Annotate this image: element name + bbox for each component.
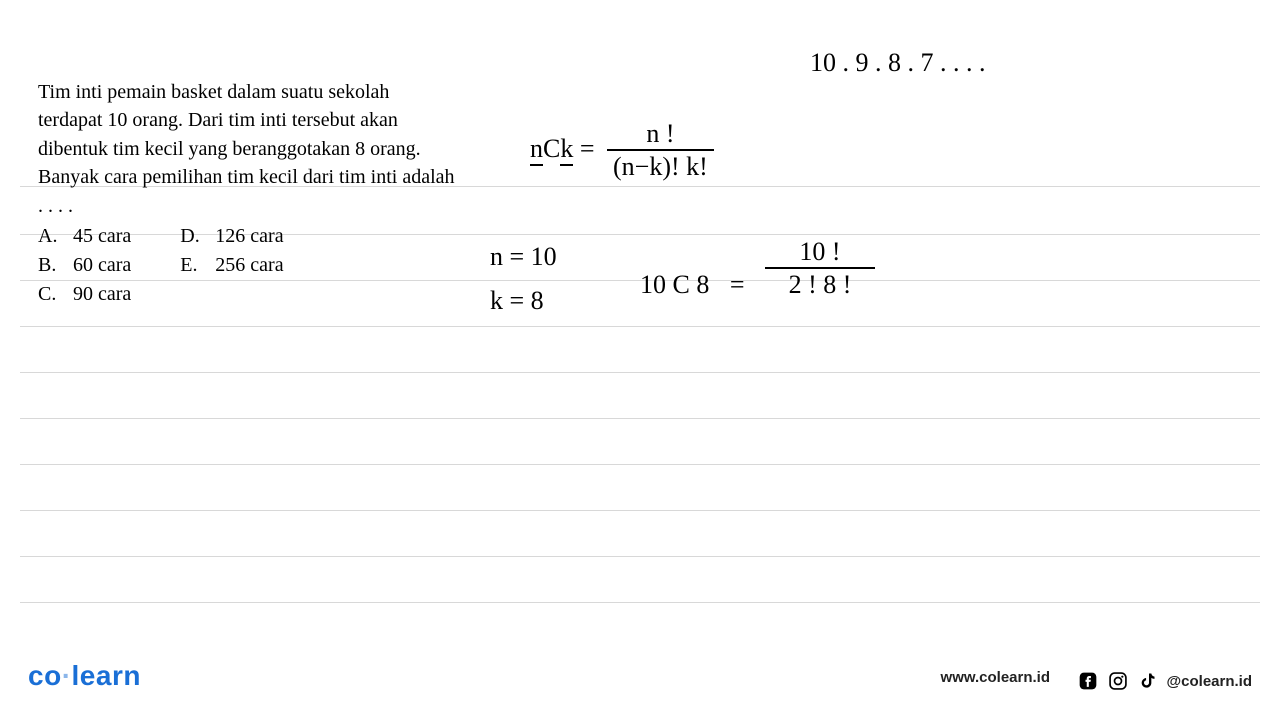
option-e: E. 256 cara [180,251,283,280]
formula-numerator: n ! [607,120,714,151]
footer-url: www.colearn.id [941,669,1050,686]
option-text: 126 cara [215,225,283,247]
calc-denominator: 2 ! 8 ! [765,269,875,300]
option-letter: C. [38,280,68,309]
option-c: C. 90 cara [38,280,131,309]
option-a: A. 45 cara [38,222,131,251]
logo-dot: · [62,660,72,691]
option-b: B. 60 cara [38,251,131,280]
facebook-icon [1077,670,1099,692]
logo-part2: learn [72,660,141,691]
options-column-1: A. 45 cara B. 60 cara C. 90 cara [38,222,131,309]
option-letter: E. [180,251,210,280]
option-d: D. 126 cara [180,222,283,251]
calc-lhs: 10 C 8 [640,270,709,299]
option-letter: D. [180,222,210,251]
calc-numerator: 10 ! [765,238,875,269]
handwriting-calculation: 10 C 8 = 10 ! 2 ! 8 ! [640,238,940,328]
calc-equals: = [730,270,745,299]
formula-denominator: (n−k)! k! [607,151,714,182]
logo-part1: co [28,660,62,691]
option-text: 90 cara [73,283,131,305]
colearn-logo: co·learn [28,660,141,692]
option-letter: A. [38,222,68,251]
question-text: Tim inti pemain basket dalam suatu sekol… [38,78,458,220]
handwriting-factorial-expansion: 10 . 9 . 8 . 7 . . . . [810,48,986,78]
instagram-icon [1107,670,1129,692]
formula-n: n [530,134,543,166]
handwriting-n-value: n = 10 [490,242,557,272]
footer: co·learn www.colearn.id @colearn.id [0,650,1280,720]
option-letter: B. [38,251,68,280]
option-text: 60 cara [73,254,131,276]
social-links: @colearn.id [1077,670,1252,692]
option-text: 256 cara [215,254,283,276]
tiktok-icon [1137,670,1159,692]
answer-options: A. 45 cara B. 60 cara C. 90 cara D. 126 … [38,222,284,309]
options-column-2: D. 126 cara E. 256 cara [180,222,283,280]
equals-sign: = [580,134,595,163]
social-handle: @colearn.id [1167,673,1252,690]
formula-C: C [543,134,560,163]
option-text: 45 cara [73,225,131,247]
handwriting-k-value: k = 8 [490,286,544,316]
formula-k: k [560,134,573,166]
handwriting-combination-formula: nCk = n ! (n−k)! k! [530,120,790,200]
